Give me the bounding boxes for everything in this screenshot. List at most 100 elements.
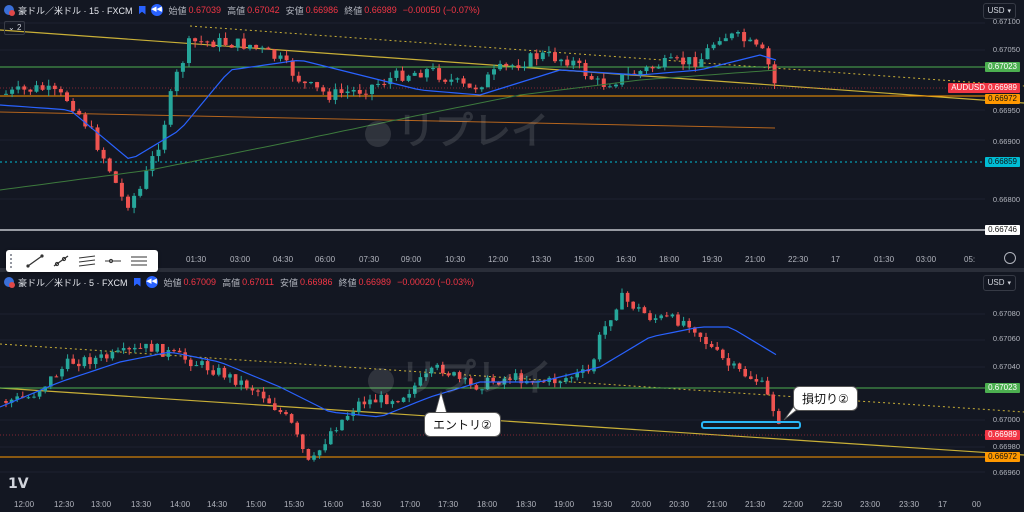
chart-pane-15min[interactable]: 豪ドル／米ドル · 15 · FXCM ◀◀ 始値 0.67039 高値 0.6… <box>0 0 1024 272</box>
time-tick: 17 <box>831 255 840 264</box>
candle-body <box>620 74 625 85</box>
candle-body <box>469 378 473 386</box>
ohlc-value-close: 0.66989 <box>364 5 397 15</box>
ohlc-label-high: 高値 <box>227 5 246 16</box>
drawing-toolbar[interactable] <box>6 250 158 272</box>
candle-body <box>4 93 8 95</box>
bookmark-icon[interactable] <box>138 5 146 15</box>
price-tag-last: 0.66989 <box>985 430 1020 440</box>
candle-body <box>217 367 221 375</box>
indicator-collapse-toggle[interactable]: ⌄ 2 <box>4 21 26 35</box>
candle-body <box>278 410 283 413</box>
price-tag-green-line: 0.67023 <box>985 62 1020 72</box>
parallel-channel-tool-icon[interactable] <box>76 252 98 270</box>
candle-body <box>101 149 106 159</box>
candle-body <box>614 309 619 321</box>
candle-body <box>183 352 187 360</box>
symbol-title[interactable]: 豪ドル／米ドル · 5 · FXCM <box>18 277 128 288</box>
candle-body <box>46 85 51 90</box>
chart-pane-5min[interactable]: 豪ドル／米ドル · 5 · FXCM ◀◀ 始値 0.67009 高値 0.67… <box>0 272 1024 512</box>
candle-body <box>497 382 501 385</box>
bookmark-icon[interactable] <box>133 277 141 287</box>
symbol-title[interactable]: 豪ドル／米ドル · 15 · FXCM <box>18 5 133 16</box>
candle-body <box>656 67 661 69</box>
candle-body <box>43 386 47 392</box>
entry-annotation[interactable]: エントリ② <box>424 412 501 437</box>
trend-line-tool-icon[interactable] <box>24 252 46 270</box>
candle-body <box>601 78 606 87</box>
currency-selector[interactable]: USD ▾ <box>982 275 1016 291</box>
candlestick-chart-15min[interactable] <box>0 0 1024 268</box>
candle-body <box>699 59 704 67</box>
ray-tool-icon[interactable] <box>50 252 72 270</box>
candle-body <box>222 367 227 378</box>
time-tick: 22:30 <box>822 500 843 509</box>
currency-flag-icon <box>4 277 15 288</box>
currency-label: USD <box>987 278 1005 287</box>
time-tick: 10:30 <box>445 255 466 264</box>
candle-body <box>711 44 716 49</box>
candle-body <box>284 55 289 61</box>
candle-body <box>771 394 775 412</box>
drag-handle[interactable] <box>10 254 18 268</box>
candle-body <box>99 354 103 358</box>
candle-body <box>418 377 423 386</box>
time-tick: 22:30 <box>788 255 809 264</box>
candle-body <box>368 399 372 405</box>
candle-body <box>534 53 539 60</box>
multi-line-tool-icon[interactable] <box>128 252 150 270</box>
candle-body <box>235 38 240 48</box>
replay-icon[interactable]: ◀◀ <box>145 276 158 288</box>
candle-body <box>162 124 167 150</box>
time-tick: 18:00 <box>477 500 498 509</box>
horizontal-line-tool-icon[interactable] <box>102 252 124 270</box>
candle-body <box>522 66 527 69</box>
gear-icon[interactable] <box>1004 252 1016 264</box>
candle-body <box>715 346 719 350</box>
candle-body <box>721 349 725 359</box>
time-tick: 04:30 <box>273 255 294 264</box>
candle-body <box>177 350 182 353</box>
candle-body <box>110 351 115 359</box>
ohlc-value-high: 0.67042 <box>247 5 280 15</box>
candle-body <box>401 397 406 402</box>
replay-icon[interactable]: ◀◀ <box>150 4 163 16</box>
candle-body <box>726 358 731 366</box>
candle-body <box>312 455 316 460</box>
candle-body <box>637 307 641 309</box>
candle-body <box>742 32 747 42</box>
candle-body <box>174 71 179 92</box>
price-tick: 0.67000 <box>992 415 1020 424</box>
candle-body <box>546 52 551 54</box>
stop-loss-annotation[interactable]: 損切り② <box>793 386 858 411</box>
candle-body <box>144 343 148 349</box>
candle-body <box>642 307 647 314</box>
candle-body <box>644 67 649 72</box>
time-tick: 16:30 <box>361 500 382 509</box>
time-tick: 23:30 <box>899 500 920 509</box>
time-tick: 03:00 <box>916 255 937 264</box>
currency-selector[interactable]: USD ▾ <box>982 3 1016 19</box>
price-tick: 0.66980 <box>992 442 1020 451</box>
candle-body <box>687 57 692 65</box>
candle-body <box>254 44 259 48</box>
candle-body <box>200 361 204 366</box>
pane-divider[interactable] <box>0 268 1024 272</box>
chevron-down-icon: ▾ <box>1007 280 1011 287</box>
candle-body <box>424 373 428 378</box>
candle-body <box>334 430 339 432</box>
candle-body <box>107 158 112 172</box>
candle-body <box>339 89 344 94</box>
candle-body <box>564 378 568 382</box>
price-tick: 0.67050 <box>992 45 1020 54</box>
candle-body <box>575 372 579 378</box>
candle-body <box>441 364 445 374</box>
candle-body <box>290 60 295 76</box>
ohlc-label-close: 終値 <box>344 5 363 16</box>
candle-body <box>9 399 14 403</box>
candle-body <box>256 390 260 392</box>
symbol-header-top: 豪ドル／米ドル · 15 · FXCM ◀◀ 始値 0.67039 高値 0.6… <box>4 3 486 17</box>
candle-body <box>301 434 305 450</box>
candle-body <box>138 188 143 196</box>
candle-body <box>28 89 33 92</box>
